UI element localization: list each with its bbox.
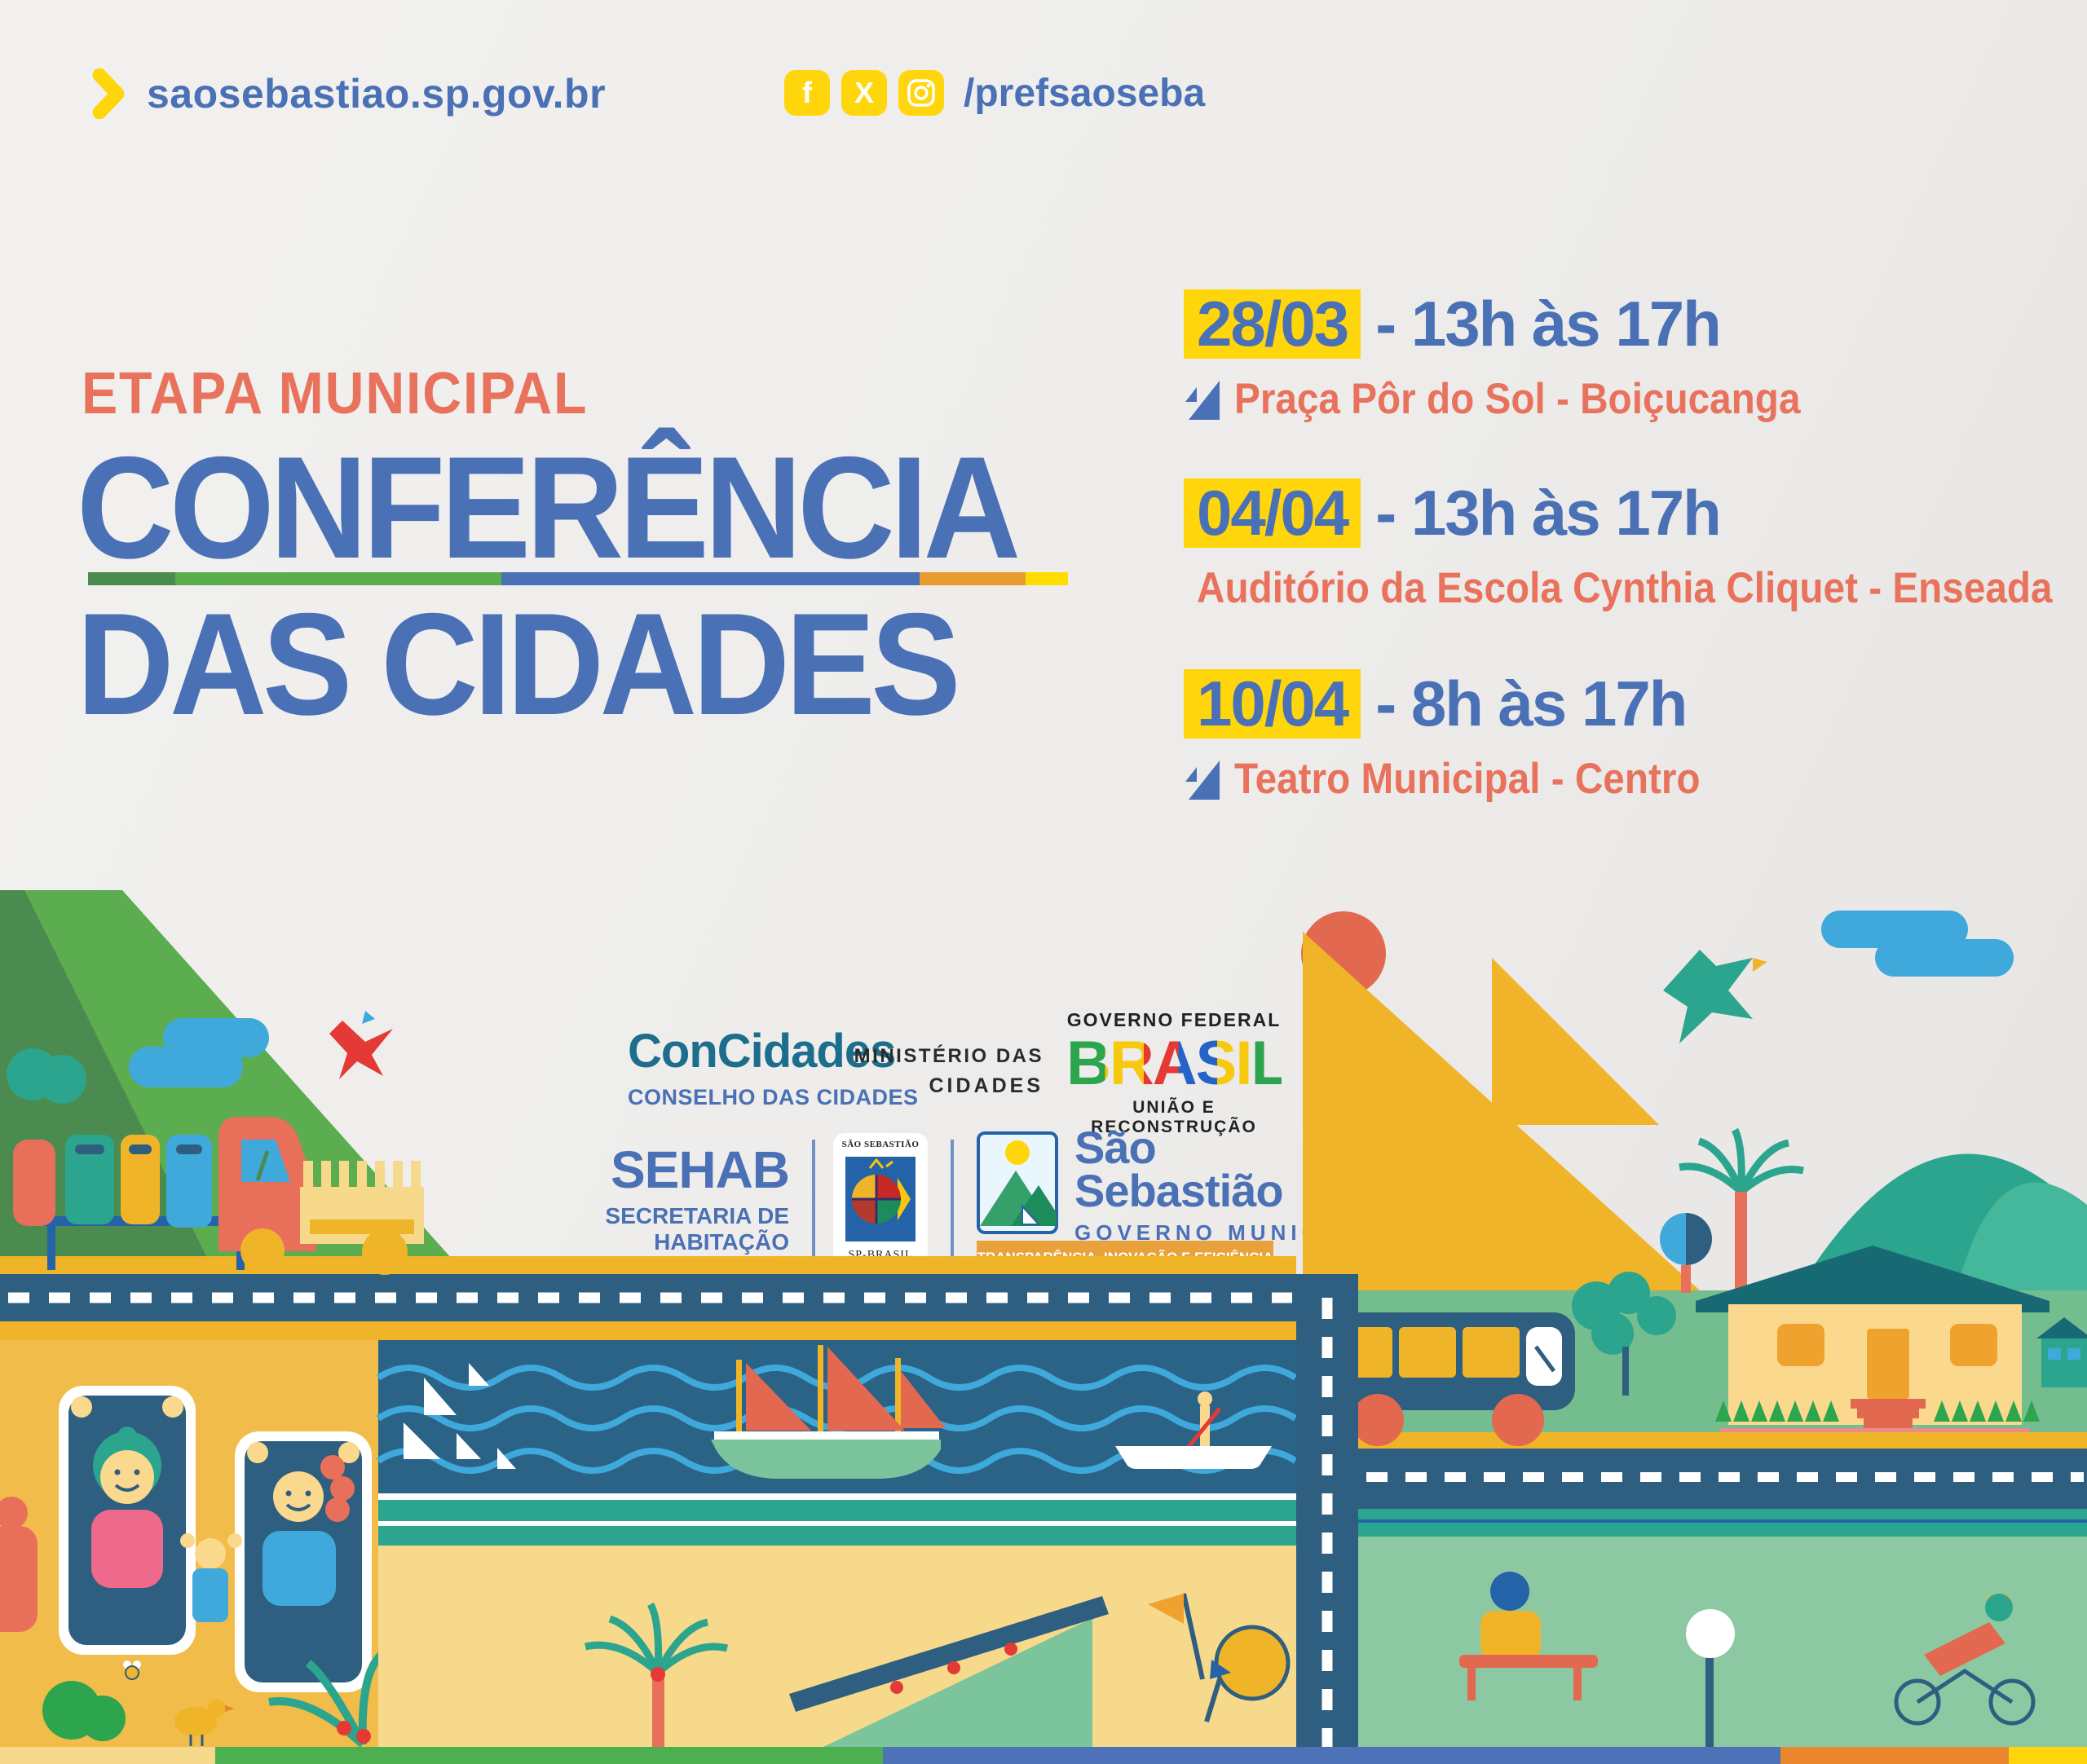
sao-sebastiao-line1: São xyxy=(1074,1122,1157,1173)
red-bird-icon xyxy=(329,1011,393,1079)
hedge-row xyxy=(1715,1400,1839,1422)
date-highlight: 10/04 xyxy=(1184,668,1361,739)
date-highlight: 28/03 xyxy=(1184,289,1361,359)
white-sails xyxy=(404,1363,516,1469)
cloud-icon xyxy=(1821,911,2014,977)
teal-strip xyxy=(378,1500,1296,1521)
tree-cluster xyxy=(1572,1272,1676,1396)
logo-governo-federal: GOVERNO FEDERAL BRASIL UNIÃO E RECONSTRU… xyxy=(1066,1009,1289,1137)
road-top xyxy=(0,1274,1296,1321)
cloud-icon xyxy=(129,1018,269,1087)
sao-sebastiao-line2: Sebastião xyxy=(1074,1164,1284,1216)
palm-tree xyxy=(584,1602,729,1747)
schedule-entry: 28/03 - 13h às 17h Praça Pôr do Sol - Bo… xyxy=(1184,287,2087,424)
logo-sehab: SEHAB SECRETARIA DE HABITAÇÃO xyxy=(605,1140,790,1255)
seal-fish-art xyxy=(845,1157,916,1241)
sail-marker-icon xyxy=(1185,760,1220,800)
schedule-date-row: 28/03 - 13h às 17h xyxy=(1184,287,2087,361)
ramp xyxy=(789,1596,1109,1747)
ministerio-line2: CIDADES xyxy=(929,1074,1044,1097)
sail-marker-icon xyxy=(1185,380,1220,420)
event-title-line2: DAS CIDADES xyxy=(77,583,961,745)
schedule-date-row: 10/04 - 8h às 17h xyxy=(1184,667,2087,741)
sehab-name: SEHAB xyxy=(610,1140,790,1199)
header-social: f X /prefsaoseba xyxy=(784,70,1205,116)
event-stage-kicker: ETAPA MUNICIPAL xyxy=(82,361,589,426)
schedule-location-row: Auditório da Escola Cynthia Cliquet - En… xyxy=(1184,563,2087,613)
event-title-line1: CONFERÊNCIA xyxy=(77,426,1021,589)
sehab-line2: HABITAÇÃO xyxy=(654,1229,789,1255)
location-text: Praça Pôr do Sol - Boiçucanga xyxy=(1234,375,1801,423)
website-url: saosebastiao.sp.gov.br xyxy=(147,71,607,117)
schedule-entry: 10/04 - 8h às 17h Teatro Municipal - Cen… xyxy=(1184,667,2087,804)
underline-segment xyxy=(88,572,175,585)
schedule-entry: 04/04 - 13h às 17h Auditório da Escola C… xyxy=(1184,476,2087,613)
yellow-triangle xyxy=(1492,958,1659,1125)
bus xyxy=(1321,1312,1575,1446)
logo-concidades: ConCidades CONSELHO DAS CIDADES xyxy=(628,1024,919,1110)
chevron-right-icon xyxy=(92,68,125,119)
time-range: - 8h às 17h xyxy=(1375,668,1688,739)
social-handle: /prefsaoseba xyxy=(964,71,1206,115)
governo-federal-kicker: GOVERNO FEDERAL xyxy=(1066,1009,1282,1030)
municipal-seal: SÃO SEBASTIÃO SP-BRASIL xyxy=(833,1133,928,1268)
bench-person xyxy=(1459,1572,1598,1700)
header-site: saosebastiao.sp.gov.br xyxy=(91,68,606,119)
underline-segment xyxy=(501,572,920,585)
logo-divider xyxy=(812,1140,815,1262)
cyclist xyxy=(1894,1594,2036,1726)
title-underline xyxy=(88,572,1068,585)
hedge-row xyxy=(1934,1400,2040,1422)
schedule-location-row: Praça Pôr do Sol - Boiçucanga xyxy=(1184,374,2087,424)
recycling-bins xyxy=(13,1135,269,1270)
governo-federal-tagline: UNIÃO E RECONSTRUÇÃO xyxy=(1091,1097,1257,1136)
sea-panel xyxy=(376,1340,1298,1493)
time-range: - 13h às 17h xyxy=(1375,288,1722,359)
date-highlight: 04/04 xyxy=(1184,478,1361,549)
right-scene xyxy=(1301,911,2087,1747)
teal-mountain-light xyxy=(1957,1182,2087,1290)
bottom-strips xyxy=(0,1747,2087,1764)
concidades-subtitle: CONSELHO DAS CIDADES xyxy=(628,1085,919,1109)
schedule-location-row: Teatro Municipal - Centro xyxy=(1184,754,2087,804)
yellow-bird-icon xyxy=(174,1700,235,1746)
yellow-band xyxy=(0,1256,1296,1274)
teal-bird-icon xyxy=(1663,950,1767,1043)
beach-panel xyxy=(378,1546,1296,1747)
underline-segment xyxy=(1026,572,1068,585)
sao-sebastiao-landscape-icon xyxy=(977,1131,1058,1234)
small-house xyxy=(2036,1317,2087,1387)
truck xyxy=(218,1117,424,1275)
teal-strip xyxy=(378,1526,1296,1546)
logo-ministerio-cidades: MINISTÉRIO DAS CIDADES xyxy=(840,1045,1044,1098)
schedule-date-row: 04/04 - 13h às 17h xyxy=(1184,476,2087,550)
teal-tree xyxy=(7,1048,86,1104)
bee-icon xyxy=(123,1660,141,1680)
community-panel xyxy=(0,1340,385,1748)
seal-top-text: SÃO SEBASTIÃO xyxy=(841,1140,920,1149)
sehab-line1: SECRETARIA DE xyxy=(605,1203,789,1228)
city-illustration xyxy=(0,890,2087,1764)
instagram-icon xyxy=(898,70,944,116)
yellow-strip xyxy=(1358,1432,2087,1449)
location-text: Teatro Municipal - Centro xyxy=(1234,755,1701,803)
sailboat xyxy=(711,1345,946,1479)
canoe-paddler xyxy=(1115,1391,1272,1471)
ministerio-line1: MINISTÉRIO DAS xyxy=(854,1045,1044,1067)
logo-divider xyxy=(951,1140,954,1262)
round-tree xyxy=(1660,1213,1712,1293)
street-lamp xyxy=(1686,1609,1735,1747)
palm-tree xyxy=(1679,1127,1804,1292)
underline-segment xyxy=(920,572,1026,585)
location-text: Auditório da Escola Cynthia Cliquet - En… xyxy=(1197,564,2053,612)
x-icon: X xyxy=(841,70,887,116)
concidades-name: ConCidades xyxy=(628,1025,896,1078)
brasil-wordmark: BRASIL xyxy=(1066,1029,1289,1098)
time-range: - 13h às 17h xyxy=(1375,477,1722,549)
facebook-icon: f xyxy=(784,70,830,116)
pennant-and-wheel xyxy=(1148,1593,1291,1722)
yellow-strip xyxy=(0,1321,1296,1340)
underline-segment xyxy=(175,572,501,585)
